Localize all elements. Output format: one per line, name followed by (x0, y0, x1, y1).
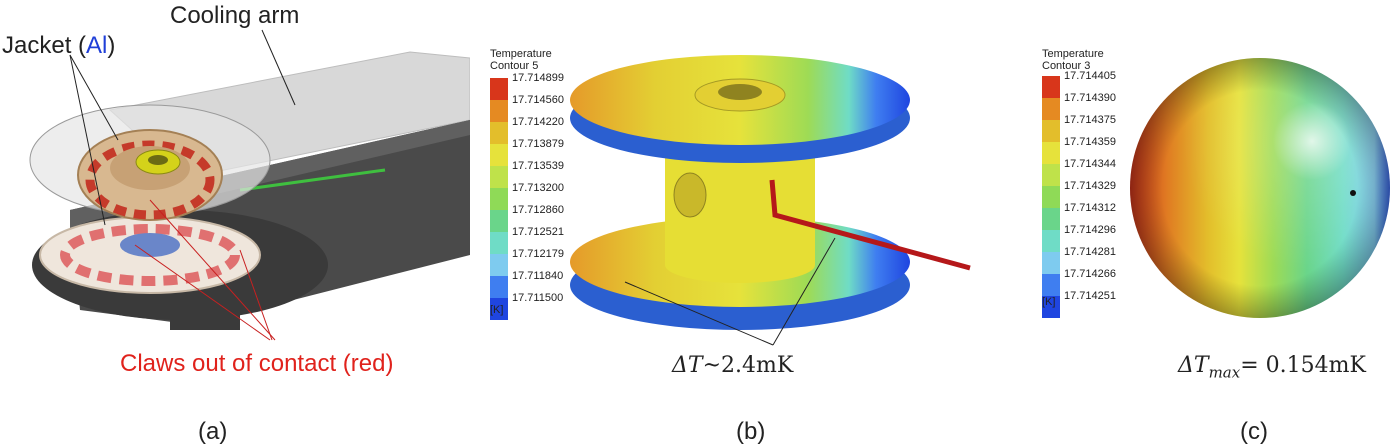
legend-c-swatch (1042, 120, 1060, 142)
legend-b-swatch (490, 166, 508, 188)
legend-c-tick: 17.714251 (1064, 290, 1116, 302)
legend-c-swatch (1042, 186, 1060, 208)
sphere-contour-plot (1130, 58, 1390, 318)
panel-b-caption: (b) (736, 418, 766, 445)
lower-claws (60, 224, 240, 286)
legend-c-title: Temperature (1042, 48, 1104, 60)
legend-c-swatch (1042, 142, 1060, 164)
legend-b-swatch (490, 78, 508, 100)
top-bore-hole (718, 84, 762, 100)
legend-c-tick: 17.714405 (1064, 70, 1116, 82)
sphere-shading (1130, 58, 1390, 318)
legend-c-tick: 17.714312 (1064, 202, 1116, 214)
panel-c-caption: (c) (1240, 418, 1268, 445)
legend-b-tick: 17.714560 (512, 94, 564, 106)
core-hole (673, 172, 707, 218)
core-bottom (665, 247, 815, 283)
legend-b-swatch (490, 298, 508, 320)
legend-b-swatch (490, 210, 508, 232)
legend-c-swatch (1042, 230, 1060, 252)
legend-c-swatch (1042, 296, 1060, 318)
legend-b-tick: 17.711500 (512, 292, 564, 304)
jacket-label: Jacket (Al) (2, 32, 116, 59)
legend-b-swatch (490, 100, 508, 122)
legend-b-title: Temperature (490, 48, 552, 60)
legend-b-swatch (490, 232, 508, 254)
cooling-arm-label: Cooling arm (170, 2, 300, 29)
sensor-wire (769, 179, 971, 271)
legend-c-tick: 17.714344 (1064, 158, 1116, 170)
panel-a-caption: (a) (198, 418, 228, 445)
upper-claws (85, 140, 215, 220)
cryostat-assembly-illustration (29, 29, 470, 341)
legend-b-swatch (490, 254, 508, 276)
delta-c-label: ΔTmax= 0.154mK (1178, 353, 1366, 382)
sphere-marker (1350, 190, 1356, 196)
legend-c-tick: 17.714266 (1064, 268, 1116, 280)
sample-holder-hole (148, 155, 168, 165)
jacket-leader-1 (69, 54, 119, 141)
claws-label: Claws out of contact (red) (120, 350, 394, 377)
legend-b-tick: 17.713879 (512, 138, 564, 150)
legend-b-tick: 17.714899 (512, 72, 564, 84)
legend-c-swatch (1042, 208, 1060, 230)
legend-b-swatch (490, 122, 508, 144)
legend-c-swatch (1042, 76, 1060, 98)
claws-leader-1 (149, 199, 276, 341)
panel-a-cryostat-assembly: Jacket (Al) Cooling arm Claws out of con… (0, 0, 470, 448)
legend-c-subtitle: Contour 3 (1042, 60, 1091, 72)
legend-b-tick: 17.711840 (512, 270, 564, 282)
legend-c-tick: 17.714390 (1064, 92, 1116, 104)
lower-plate-tab (170, 290, 240, 330)
panel-b-bobbin-temperature: Temperature Contour 5 17.714899 17.714560… (470, 0, 990, 448)
legend-c-unit: [K] (1042, 296, 1056, 308)
legend-c-swatch (1042, 164, 1060, 186)
legend-b-tick: 17.714220 (512, 116, 564, 128)
legend-c-swatch (1042, 274, 1060, 296)
legend-b-swatch (490, 276, 508, 298)
legend-c-tick: 17.714375 (1064, 114, 1116, 126)
legend-c-swatch (1042, 98, 1060, 120)
legend-c-swatch (1042, 252, 1060, 274)
legend-b-tick: 17.712860 (512, 204, 564, 216)
legend-b-subtitle: Contour 5 (490, 60, 539, 72)
legend-b-tick: 17.712179 (512, 248, 564, 260)
claws-leader-2 (134, 244, 271, 341)
jacket-material-label: Al (86, 32, 108, 59)
cooling-arm-leader (261, 29, 296, 106)
legend-b-swatch (490, 188, 508, 210)
legend-b-unit: [K] (490, 304, 504, 316)
legend-c-tick: 17.714329 (1064, 180, 1116, 192)
jacket-leader-2 (69, 54, 106, 226)
legend-c-tick: 17.714359 (1064, 136, 1116, 148)
delta-b-leader-1 (624, 281, 774, 346)
legend-b-tick: 17.713539 (512, 160, 564, 172)
panel-c-sphere-temperature: Temperature Contour 3 17.714405 17.714390… (990, 0, 1400, 448)
legend-c-tick: 17.714296 (1064, 224, 1116, 236)
legend-b-swatch (490, 144, 508, 166)
claws-leader-3 (239, 249, 273, 341)
delta-b-leader-2 (772, 237, 836, 346)
thermal-link-line (239, 168, 386, 192)
legend-c-tick: 17.714281 (1064, 246, 1116, 258)
legend-b-tick: 17.713200 (512, 182, 564, 194)
lower-hub (120, 233, 180, 257)
delta-b-label: ΔT~2.4mK (672, 353, 794, 378)
legend-b-tick: 17.712521 (512, 226, 564, 238)
bobbin-contour-plot (570, 55, 971, 346)
